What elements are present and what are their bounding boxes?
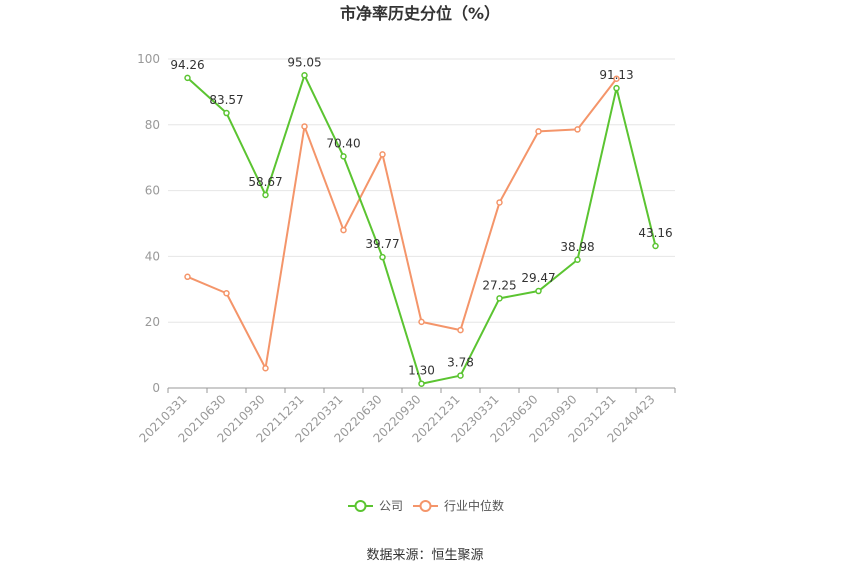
data-label: 70.40: [326, 136, 360, 150]
data-point: [574, 256, 581, 264]
data-point: [496, 199, 503, 206]
data-label: 29.47: [521, 271, 555, 285]
data-label: 39.77: [365, 237, 399, 251]
legend-marker: [354, 500, 367, 512]
legend-label: 行业中位数: [444, 498, 504, 513]
y-tick-label: 60: [145, 184, 160, 198]
series-line: [186, 74, 657, 385]
data-point: [535, 287, 542, 295]
data-point: [223, 289, 230, 297]
data-label: 3.78: [447, 356, 474, 370]
source-note: 数据来源：恒生聚源: [366, 548, 483, 563]
data-label: 1.30: [408, 364, 435, 378]
data-point: [184, 74, 191, 82]
y-tick-label: 20: [145, 315, 160, 329]
data-point: [613, 75, 620, 82]
data-point: [340, 226, 347, 234]
data-point: [652, 242, 659, 250]
data-label: 27.25: [482, 278, 516, 292]
data-label: 43.16: [638, 226, 672, 240]
data-point: [574, 126, 581, 133]
series-company: [184, 72, 659, 387]
data-point: [262, 191, 269, 199]
y-tick-label: 100: [137, 52, 160, 66]
chart-title: 市净率历史分位（%）: [340, 4, 500, 23]
data-label: 94.26: [170, 58, 204, 72]
data-label: 95.05: [287, 55, 321, 69]
data-point: [418, 318, 425, 326]
data-point: [301, 72, 308, 79]
data-point: [496, 295, 503, 302]
y-tick-label: 80: [145, 118, 160, 132]
legend-marker: [419, 500, 432, 512]
data-label: 91.13: [599, 68, 633, 82]
data-point: [184, 273, 191, 281]
data-point: [262, 365, 269, 372]
data-point: [379, 151, 386, 158]
data-label: 58.67: [248, 175, 282, 189]
y-tick-label: 0: [152, 381, 160, 395]
data-point: [457, 372, 464, 379]
data-point: [535, 128, 542, 135]
data-point: [301, 123, 308, 130]
series-line: [187, 78, 618, 370]
legend-industry-median: 行业中位数: [413, 498, 504, 513]
data-point: [379, 253, 386, 261]
data-label: 38.98: [560, 240, 594, 254]
data-point: [457, 326, 464, 334]
legend-company: 公司: [348, 499, 403, 513]
y-tick-label: 40: [145, 249, 160, 263]
data-point: [340, 153, 347, 160]
data-point: [613, 84, 620, 92]
data-point: [418, 380, 425, 387]
data-label: 83.57: [209, 93, 243, 107]
data-point: [223, 109, 230, 117]
series-industry-median: [184, 75, 620, 372]
legend-label: 公司: [379, 499, 403, 513]
